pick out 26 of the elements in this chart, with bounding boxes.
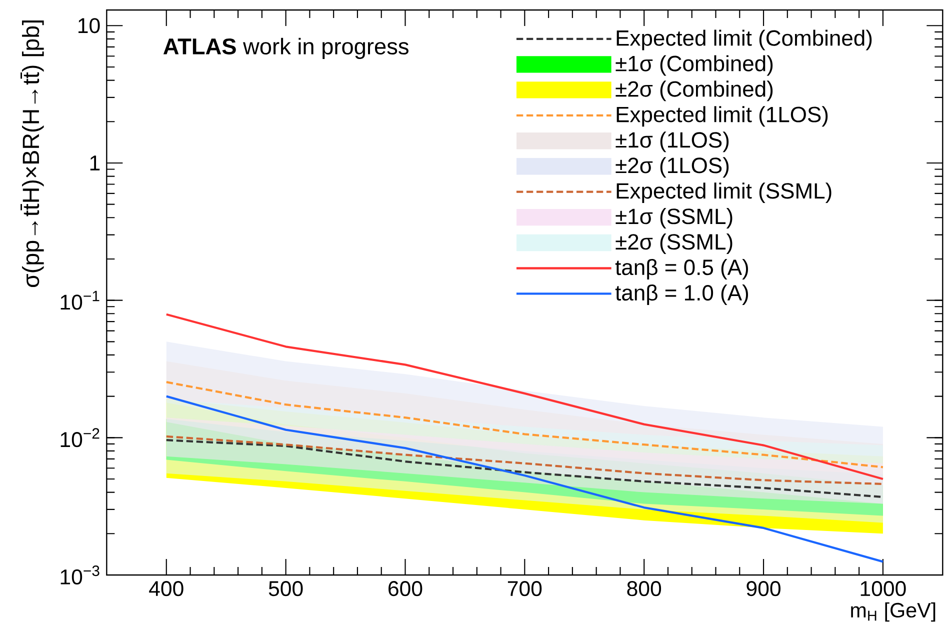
legend-label: ±1σ (Combined) — [616, 55, 773, 76]
legend-label: Expected limit (1LOS) — [616, 106, 828, 127]
x-tick-label: 400 — [149, 581, 184, 596]
x-tick-label: 900 — [746, 581, 780, 596]
x-axis-title: m$_{H}$ [GeV] — [851, 602, 936, 622]
legend-label: ±1σ (SSML) — [616, 208, 732, 229]
legend-label: tanβ = 0.5 (A) — [615, 258, 748, 280]
x-tick-label: 800 — [627, 581, 662, 596]
legend-label: ±2σ (Combined) — [616, 80, 773, 102]
legend-label: ±2σ (SSML) — [616, 234, 732, 254]
legend-label: ±2σ (1LOS) — [616, 157, 729, 178]
legend-label: ±1σ (1LOS) — [616, 132, 729, 152]
legend-label: tanβ = 1.0 (A) — [615, 284, 748, 305]
x-tick-label: 700 — [508, 581, 542, 596]
x-tick-label: 600 — [388, 581, 422, 596]
y-tick-label: 10$^{−2}$ — [60, 428, 100, 448]
x-tick-label: 1000 — [860, 581, 906, 596]
legend-label: Expected limit (SSML) — [616, 182, 832, 204]
legend-label: Expected limit (Combined) — [616, 30, 872, 50]
y-tick-label: 1 — [90, 156, 100, 170]
y-tick-label: 10$^{−3}$ — [60, 565, 100, 584]
y-tick-label: 10$^{−1}$ — [60, 290, 100, 310]
x-tick-label: 500 — [268, 581, 303, 596]
y-tick-label: 10 — [78, 18, 100, 34]
y-axis-title: σ(pp→tt̄H)×BR(H→tt̄) [pb] — [20, 20, 44, 288]
annotation: ATLAS work in progress — [163, 38, 408, 59]
